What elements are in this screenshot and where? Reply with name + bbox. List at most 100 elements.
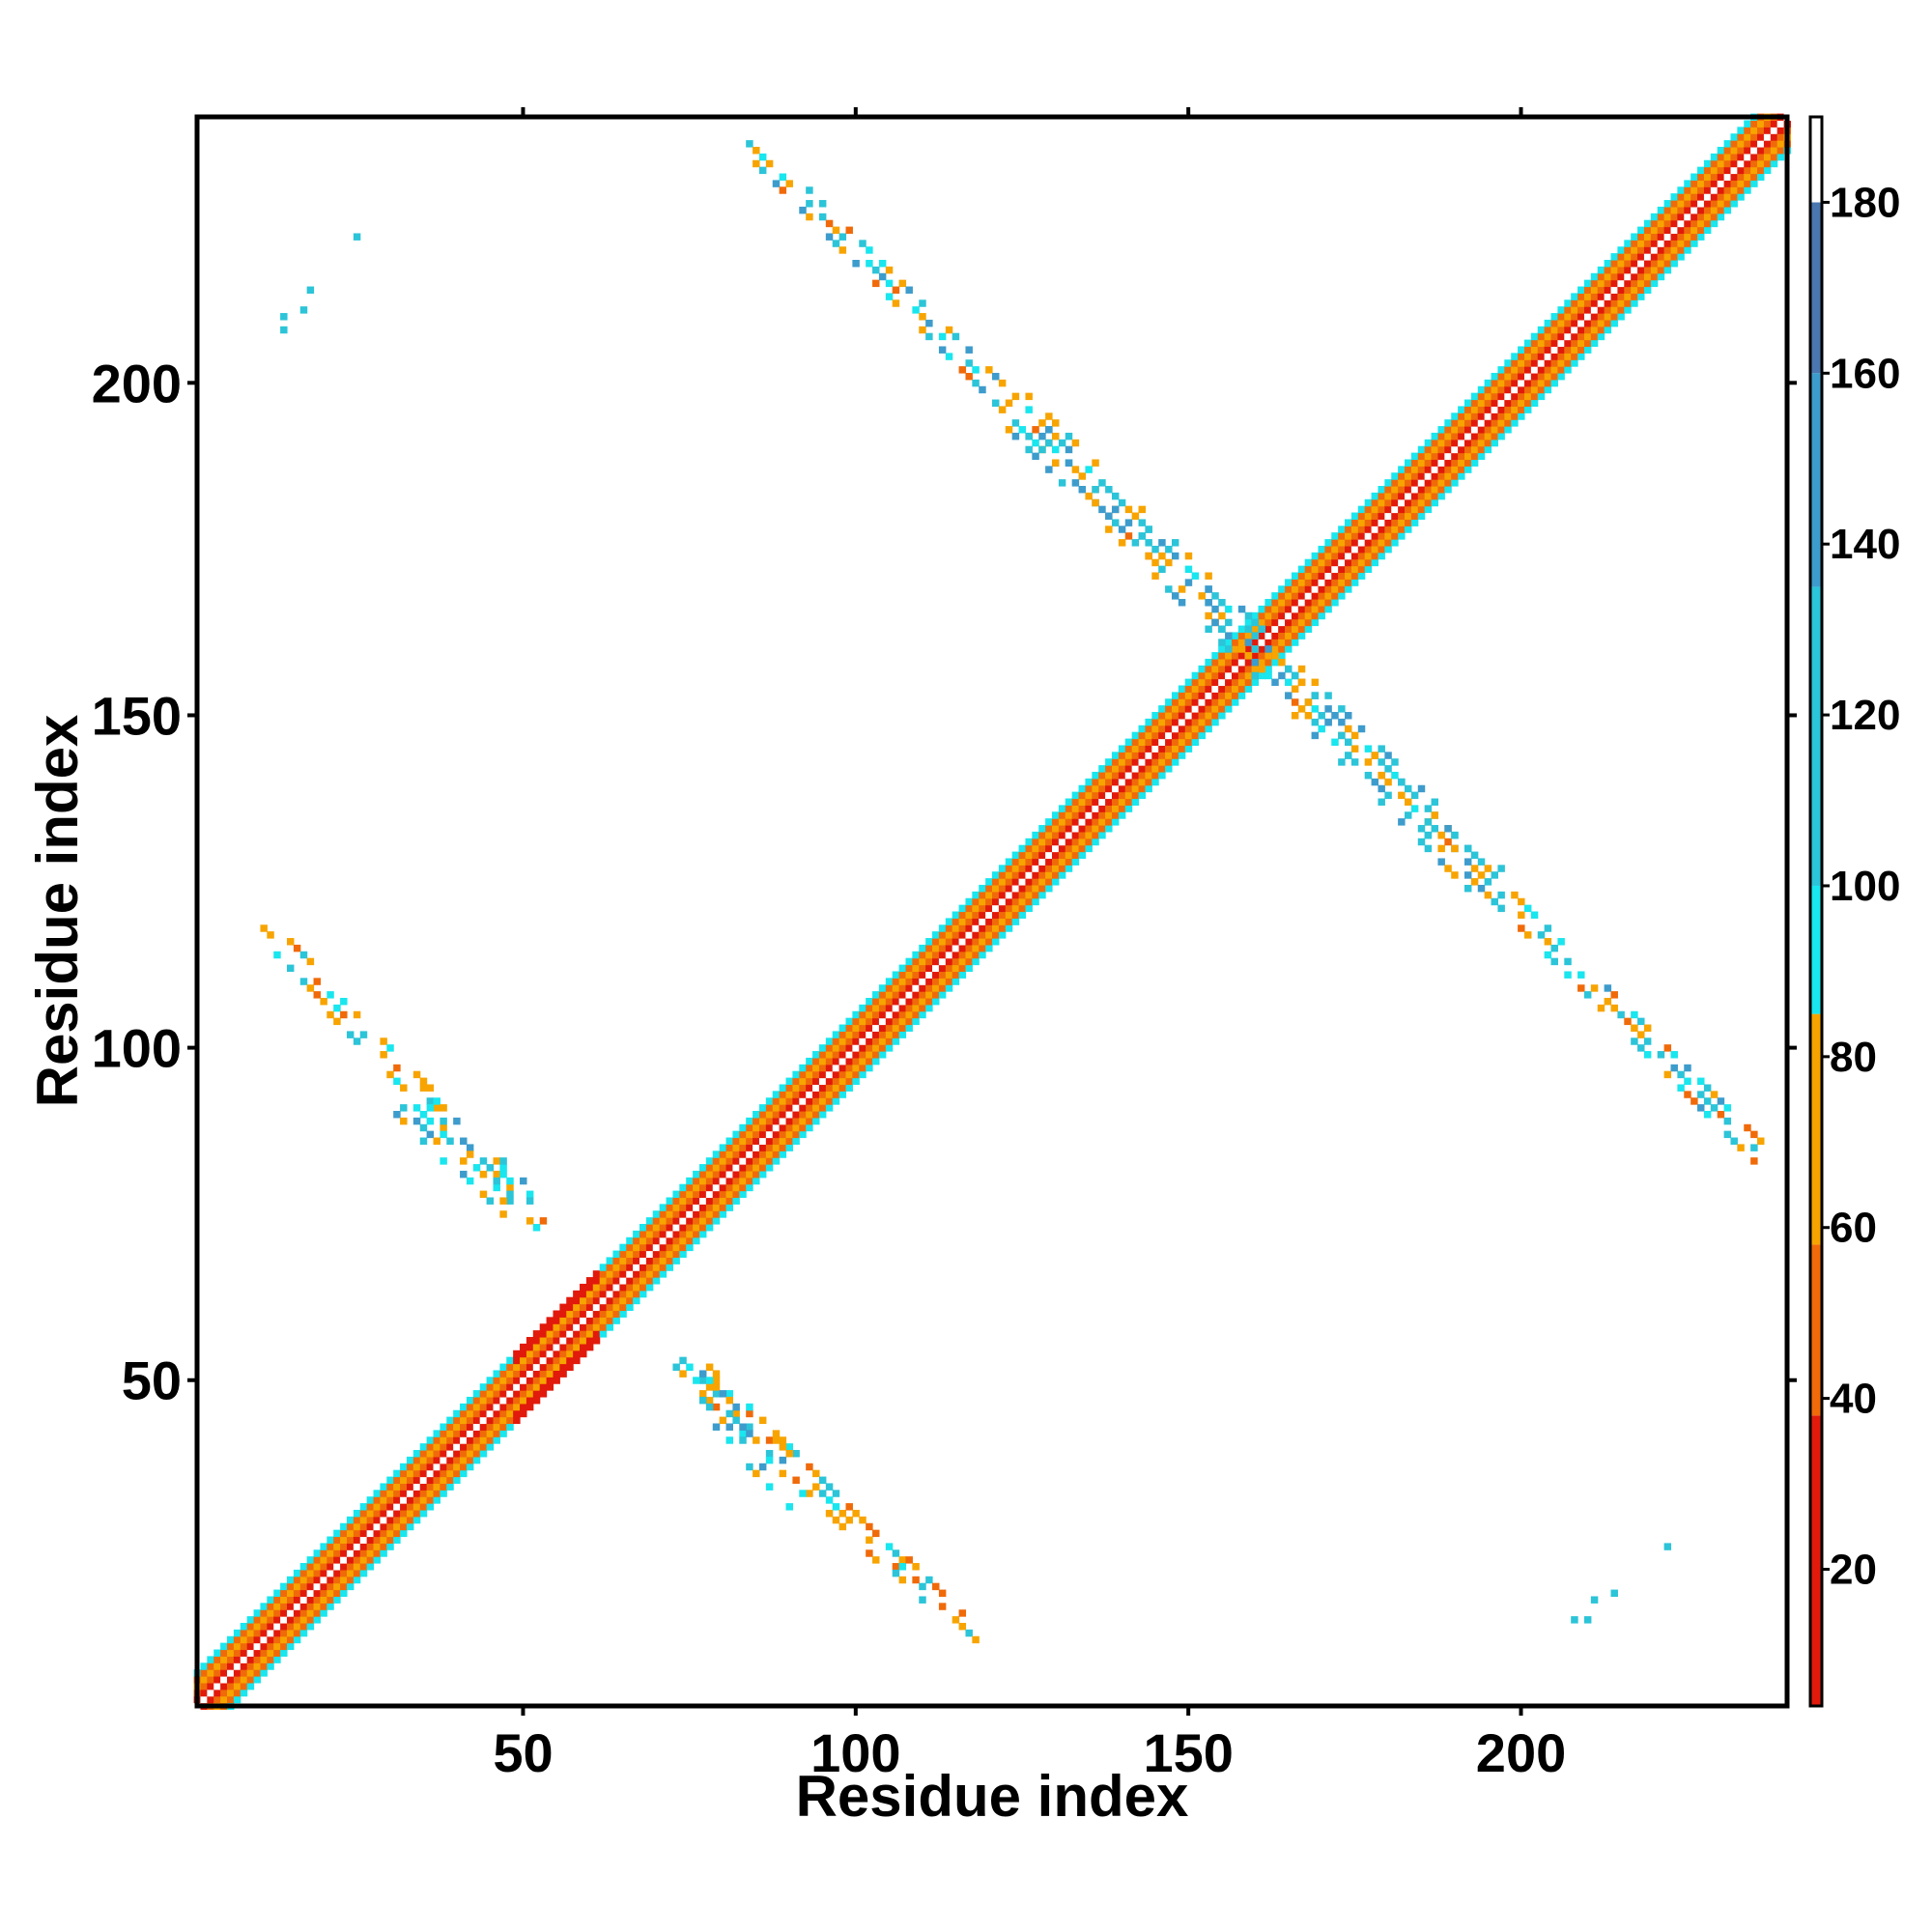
heatmap-cell xyxy=(460,1170,468,1179)
heatmap-cell xyxy=(359,1516,368,1524)
heatmap-cell xyxy=(758,1170,767,1179)
heatmap-cell xyxy=(1417,479,1426,487)
heatmap-cell xyxy=(1717,200,1725,208)
heatmap-cell xyxy=(1703,159,1712,168)
heatmap-cell xyxy=(845,1084,853,1092)
heatmap-cell xyxy=(1285,692,1293,699)
heatmap-cell xyxy=(1463,858,1472,866)
heatmap-cell xyxy=(1378,798,1385,806)
heatmap-cell xyxy=(1557,353,1565,360)
heatmap-cell xyxy=(859,1051,867,1059)
heatmap-cell xyxy=(1484,439,1492,447)
heatmap-cell xyxy=(299,1563,308,1571)
heatmap-cell xyxy=(1650,246,1659,254)
heatmap-cell xyxy=(1583,313,1592,321)
heatmap-cell xyxy=(1710,173,1719,181)
heatmap-cell xyxy=(1131,731,1140,740)
heatmap-cell xyxy=(386,1522,394,1531)
heatmap-cell xyxy=(1405,519,1412,526)
heatmap-cell xyxy=(1118,778,1126,786)
heatmap-cell xyxy=(280,1622,288,1631)
heatmap-cell xyxy=(838,1057,847,1065)
heatmap-cell xyxy=(1318,579,1325,586)
heatmap-cell xyxy=(513,1370,521,1378)
heatmap-cell xyxy=(818,1057,827,1065)
heatmap-cell xyxy=(779,1456,787,1464)
heatmap-cell xyxy=(919,964,926,973)
heatmap-cell xyxy=(453,1450,461,1458)
heatmap-cell xyxy=(1018,878,1027,886)
heatmap-cell xyxy=(1384,505,1392,514)
heatmap-cell xyxy=(280,1616,288,1624)
heatmap-cell xyxy=(1624,299,1632,307)
heatmap-cell xyxy=(293,1629,301,1637)
heatmap-cell xyxy=(1145,552,1152,560)
heatmap-cell xyxy=(1151,738,1159,747)
heatmap-cell xyxy=(1744,186,1751,194)
heatmap-cell xyxy=(719,1164,727,1172)
heatmap-cell xyxy=(672,1250,680,1258)
heatmap-cell xyxy=(1118,745,1126,753)
heatmap-cell xyxy=(353,1516,361,1524)
heatmap-cell xyxy=(672,1204,680,1211)
heatmap-cell xyxy=(293,1622,301,1631)
heatmap-cell xyxy=(872,279,880,288)
heatmap-cell xyxy=(1085,838,1093,846)
heatmap-cell xyxy=(1211,718,1219,726)
colorbar-segment xyxy=(1810,1244,1822,1416)
heatmap-cell xyxy=(885,1037,894,1045)
heatmap-cell xyxy=(785,1130,793,1139)
heatmap-cell xyxy=(539,1370,548,1378)
heatmap-cell xyxy=(1191,692,1200,699)
heatmap-cell xyxy=(1617,306,1625,314)
heatmap-cell xyxy=(705,1157,714,1165)
heatmap-cell xyxy=(925,319,933,327)
heatmap-cell xyxy=(333,1556,341,1564)
heatmap-cell xyxy=(925,332,933,341)
heatmap-cell xyxy=(799,1111,807,1119)
heatmap-cell xyxy=(698,1230,707,1238)
heatmap-cell xyxy=(1145,724,1152,733)
heatmap-cell xyxy=(1071,798,1080,806)
heatmap-cell xyxy=(466,1396,474,1405)
heatmap-cell xyxy=(1078,805,1087,812)
heatmap-cell xyxy=(1378,512,1385,520)
heatmap-cell xyxy=(1111,778,1120,786)
heatmap-cell xyxy=(220,1682,228,1690)
heatmap-cell xyxy=(772,180,781,187)
heatmap-cell xyxy=(912,306,920,314)
heatmap-cell xyxy=(366,1543,375,1550)
heatmap-cell xyxy=(286,1596,295,1604)
heatmap-cell xyxy=(1032,878,1039,886)
heatmap-cell xyxy=(320,1603,327,1610)
heatmap-cell xyxy=(546,1330,554,1338)
heatmap-cell xyxy=(1564,359,1572,367)
heatmap-cell xyxy=(1231,678,1239,687)
heatmap-cell xyxy=(825,1104,834,1112)
heatmap-cell xyxy=(1278,611,1286,620)
heatmap-cell xyxy=(1657,260,1665,268)
heatmap-cell xyxy=(878,984,887,992)
heatmap-cell xyxy=(693,1217,700,1225)
heatmap-cell xyxy=(1610,279,1618,288)
heatmap-cell xyxy=(919,978,926,985)
heatmap-cell xyxy=(932,991,940,999)
heatmap-cell xyxy=(566,1337,574,1345)
heatmap-cell xyxy=(925,971,933,979)
heatmap-cell xyxy=(672,1363,680,1371)
heatmap-cell xyxy=(1610,293,1618,300)
heatmap-cell xyxy=(1218,645,1226,653)
heatmap-cell xyxy=(419,1490,428,1497)
heatmap-cell xyxy=(1643,1051,1652,1059)
heatmap-cell xyxy=(1291,572,1299,580)
heatmap-cell xyxy=(1178,738,1186,747)
heatmap-cell xyxy=(645,1224,654,1232)
heatmap-cell xyxy=(1205,665,1212,673)
heatmap-cell xyxy=(1171,738,1179,747)
heatmap-cell xyxy=(493,1396,500,1405)
heatmap-cell xyxy=(1757,127,1765,134)
heatmap-cell xyxy=(1318,585,1325,593)
heatmap-cell xyxy=(1297,632,1306,639)
heatmap-cell xyxy=(539,1350,548,1358)
